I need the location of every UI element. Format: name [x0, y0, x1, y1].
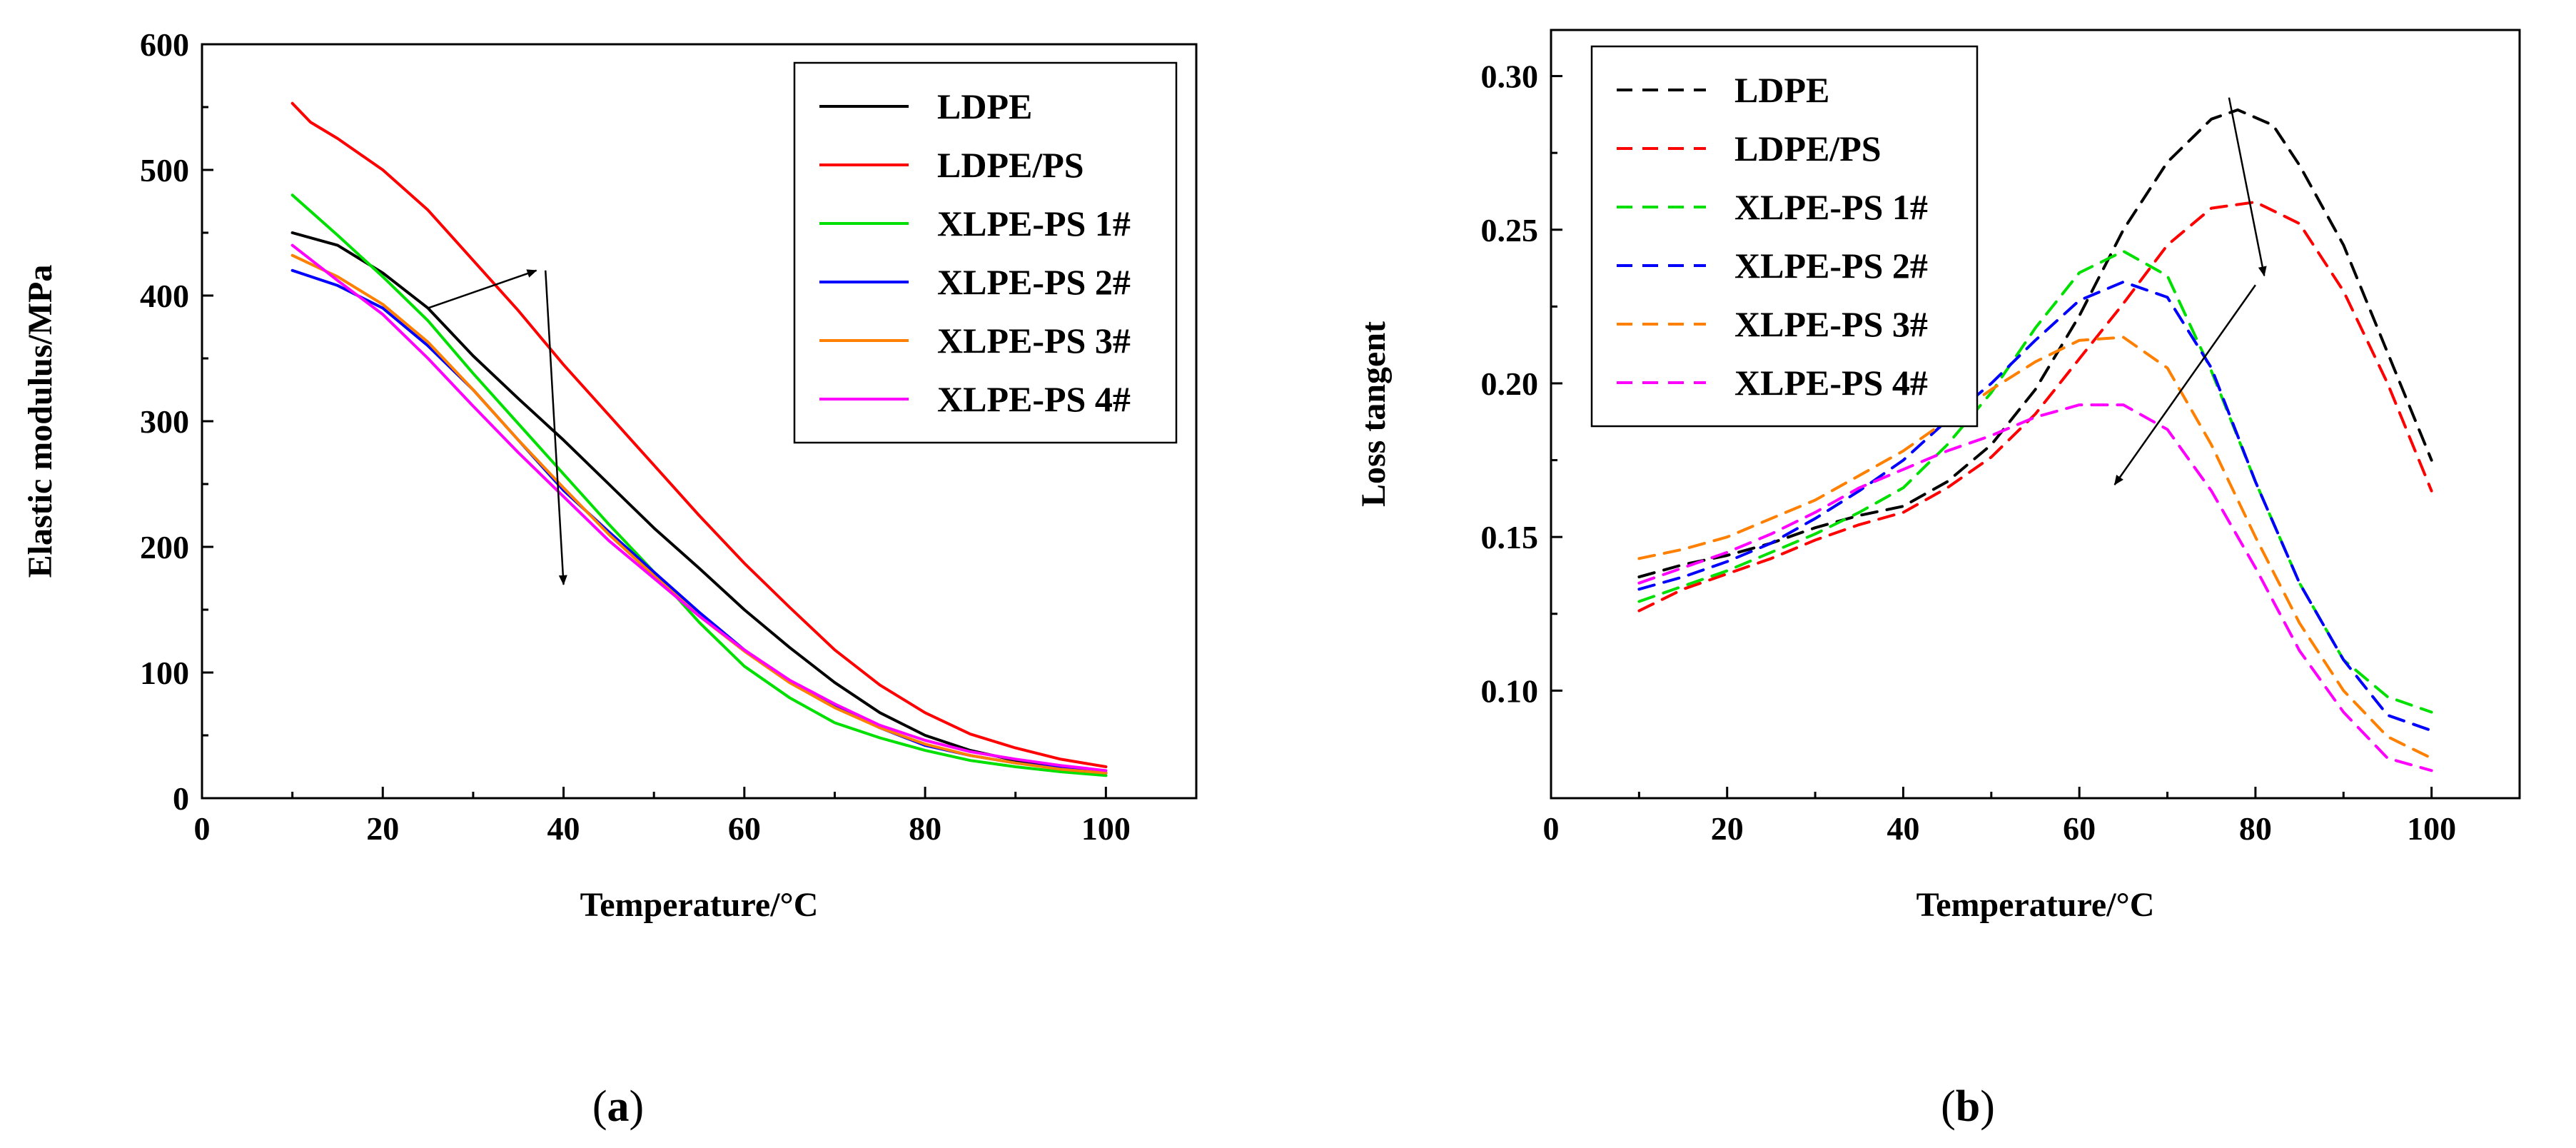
legend-label: LDPE/PS [937, 145, 1084, 185]
x-tick-label: 80 [2239, 810, 2272, 847]
y-tick-label: 0.25 [1481, 212, 1539, 248]
y-axis-label: Loss tangent [1355, 321, 1393, 507]
series-line-xlpe-ps-4- [291, 243, 1108, 772]
series-line-xlpe-ps-4- [1637, 403, 2433, 772]
series-line-ldpe-ps [1637, 201, 2433, 613]
y-tick-label: 600 [140, 26, 189, 63]
y-tick-label: 0.30 [1481, 59, 1539, 95]
y-tick-label: 200 [140, 529, 189, 565]
legend-label: XLPE-PS 4# [1734, 363, 1928, 403]
y-tick-label: 400 [140, 278, 189, 314]
y-tick-label: 100 [140, 655, 189, 691]
panel-a-label: (a) [592, 1082, 644, 1131]
legend-label: XLPE-PS 2# [937, 262, 1131, 302]
series-line-ldpe-ps [291, 101, 1108, 768]
x-axis-label: Temperature/°C [580, 886, 819, 924]
legend-label: XLPE-PS 4# [937, 379, 1131, 419]
trend-arrow [2228, 97, 2267, 277]
legend-label: XLPE-PS 3# [1734, 304, 1928, 344]
legend-box [1590, 45, 1979, 428]
series-line-xlpe-ps-1- [1637, 249, 2433, 714]
panel-b-label: (b) [1941, 1082, 1995, 1131]
series-line-xlpe-ps-3- [1637, 336, 2433, 760]
x-tick-label: 40 [547, 810, 580, 847]
y-tick-label: 500 [140, 152, 189, 188]
x-tick-label: 60 [2063, 810, 2096, 847]
legend-label: XLPE-PS 1# [1734, 187, 1928, 227]
legend-label: XLPE-PS 3# [937, 321, 1131, 361]
legend-label: LDPE [1734, 70, 1829, 110]
x-tick-label: 20 [366, 810, 399, 847]
trend-arrow [428, 269, 537, 309]
y-tick-label: 0 [173, 780, 189, 817]
legend-label: XLPE-PS 1# [937, 203, 1131, 243]
x-tick-label: 40 [1886, 810, 1919, 847]
trend-arrow [2113, 284, 2256, 485]
x-tick-label: 80 [909, 810, 941, 847]
legend-label: LDPE [937, 86, 1032, 126]
panel-a-chart: 0 20 40 60 80 100 0 100 200 300 400 500 600 Temperatu… [21, 26, 1198, 924]
series-line-xlpe-ps-2- [1637, 280, 2433, 732]
legend-label: XLPE-PS 2# [1734, 246, 1928, 286]
x-tick-label: 100 [2407, 810, 2456, 847]
y-tick-label: 300 [140, 403, 189, 440]
y-tick-label: 0.15 [1481, 519, 1539, 555]
x-tick-label: 60 [728, 810, 761, 847]
y-tick-label: 0.10 [1481, 673, 1539, 709]
x-axis-label: Temperature/°C [1916, 886, 2155, 924]
y-tick-label: 0.20 [1481, 366, 1539, 402]
trend-arrow [544, 270, 567, 585]
x-tick-label: 100 [1081, 810, 1131, 847]
legend-box [793, 61, 1178, 444]
x-tick-label: 20 [1711, 810, 1744, 847]
x-tick-label: 0 [194, 810, 211, 847]
y-axis-label: Elastic modulus/MPa [21, 265, 59, 578]
legend-label: LDPE/PS [1734, 129, 1882, 168]
series-line-xlpe-ps-1- [291, 193, 1108, 777]
plot-frame [1550, 29, 2521, 800]
panel-b-chart: 0 20 40 60 80 100 0.10 0.15 0.20 0.25 0.30 Temperat… [1355, 29, 2521, 924]
x-tick-label: 0 [1543, 810, 1560, 847]
